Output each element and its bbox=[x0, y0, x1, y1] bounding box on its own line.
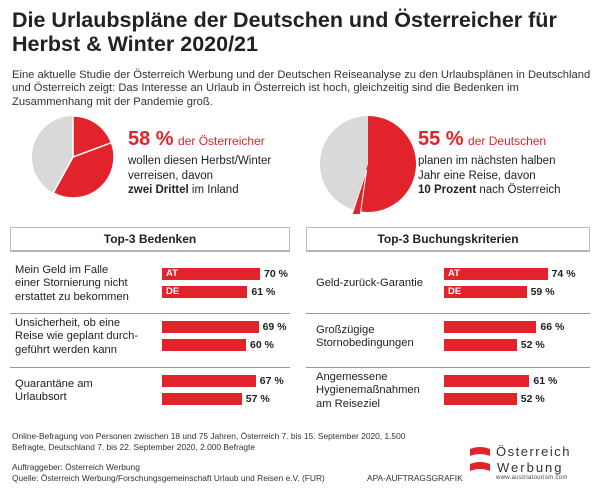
right-bar-value-label: 66 % bbox=[540, 321, 565, 333]
pie-slice-subshare bbox=[52, 141, 115, 199]
pie-germany-bold: 10 Prozent bbox=[418, 184, 477, 196]
pie-austria-tail: im Inland bbox=[191, 184, 239, 196]
right-bar-at bbox=[444, 375, 530, 387]
panel-left-title: Top-3 Bedenken bbox=[10, 227, 290, 250]
right-bar-de bbox=[444, 339, 517, 351]
pie-slice-share bbox=[353, 116, 416, 212]
right-row-label: Geld-zurück-Garantie bbox=[316, 277, 423, 290]
page-title: Die Urlaubspläne der Deutschen und Öster… bbox=[12, 8, 557, 56]
pie-slice-subshare bbox=[351, 169, 368, 214]
left-row-label: Unsicherheit, ob eine Reise wie geplant d… bbox=[15, 316, 139, 356]
pie-austria-bold: zwei Drittel bbox=[128, 184, 189, 196]
intro-text: Eine aktuelle Studie der Österreich Werb… bbox=[12, 69, 591, 108]
panel-right-header: Top-3 Buchungskriterien bbox=[306, 227, 590, 252]
pie-austria-text: wollen diesen Herbst/Winter verreisen, d… bbox=[128, 154, 298, 198]
pie-germany-percent-line: 55 % der Deutschen bbox=[418, 128, 546, 151]
pie-chart-austria bbox=[31, 115, 115, 199]
pie-austria-percent-label: der Österreicher bbox=[178, 134, 265, 148]
left-bar-series-tag: DE bbox=[166, 286, 180, 297]
panel-right-title: Top-3 Buchungskriterien bbox=[306, 227, 590, 250]
left-bar-at: AT bbox=[162, 268, 260, 280]
left-bar-value-label: 61 % bbox=[251, 286, 276, 298]
pie-austria-line1: wollen diesen Herbst/Winter bbox=[128, 155, 272, 167]
pie-germany-tail: nach Österreich bbox=[479, 184, 561, 196]
right-bar-series-tag: AT bbox=[448, 268, 460, 279]
pie-austria-percent-line: 58 % der Österreicher bbox=[128, 128, 265, 151]
graphic-credit: APA-AUFTRAGSGRAFIK bbox=[367, 473, 463, 483]
left-bar-de bbox=[162, 393, 242, 405]
right-bar-value-label: 74 % bbox=[551, 268, 576, 280]
left-bar-value-label: 67 % bbox=[259, 375, 284, 387]
right-bar-value-label: 59 % bbox=[530, 286, 555, 298]
left-bar-value-label: 70 % bbox=[264, 268, 288, 280]
left-bar-value-label: 60 % bbox=[250, 339, 274, 351]
right-row-separator bbox=[306, 367, 590, 368]
left-bar-de: DE bbox=[162, 286, 248, 298]
right-row-label: Großzügige Stornobedingungen bbox=[316, 323, 414, 349]
left-row-separator bbox=[10, 367, 290, 368]
panel-right-underline bbox=[306, 250, 590, 252]
pie-austria-percent: 58 % bbox=[128, 128, 174, 150]
pie-germany-percent: 55 % bbox=[418, 128, 464, 150]
logo-name: Österreich bbox=[496, 444, 571, 459]
client-note: Auftraggeber: Österreich Werbung bbox=[12, 462, 140, 472]
pie-slice-rest bbox=[31, 116, 73, 193]
right-bar-at: AT bbox=[444, 268, 548, 280]
footnote: Online-Befragung von Personen zwischen 1… bbox=[12, 431, 406, 452]
right-row-label: Angemessene Hygienemaßnahmen am Reiseziel bbox=[316, 370, 420, 410]
left-bar-de bbox=[162, 339, 246, 351]
right-bar-value-label: 52 % bbox=[520, 339, 545, 351]
left-bar-value-label: 57 % bbox=[245, 393, 270, 405]
right-bar-at bbox=[444, 321, 537, 333]
logo-url: www.austriatourism.com bbox=[496, 475, 568, 481]
left-bar-at bbox=[162, 375, 256, 387]
right-bar-de: DE bbox=[444, 286, 527, 298]
left-row-label: Quarantäne am Urlaubsort bbox=[15, 377, 93, 403]
panel-left-underline bbox=[10, 250, 290, 252]
pie-germany-line2: Jahr eine Reise, davon bbox=[418, 169, 536, 182]
left-bar-value-label: 69 % bbox=[262, 321, 287, 333]
left-row-separator bbox=[10, 313, 290, 314]
panel-left-header: Top-3 Bedenken bbox=[10, 227, 290, 252]
right-row-separator bbox=[306, 313, 590, 314]
pie-austria-line2: verreisen, davon bbox=[128, 169, 214, 182]
pie-germany-text: planen im nächsten halben Jahr eine Reis… bbox=[418, 154, 593, 198]
pie-germany-percent-label: der Deutschen bbox=[468, 134, 547, 148]
right-bar-value-label: 61 % bbox=[533, 375, 558, 387]
right-bar-value-label: 52 % bbox=[520, 393, 545, 405]
right-bar-de bbox=[444, 393, 517, 405]
pie-germany-line1: planen im nächsten halben bbox=[418, 155, 556, 167]
left-row-label: Mein Geld im Falle einer Stornierung nich… bbox=[15, 263, 129, 303]
pie-chart-germany bbox=[320, 116, 416, 214]
left-bar-at bbox=[162, 321, 259, 333]
right-bar-series-tag: DE bbox=[448, 286, 462, 297]
austria-flag-logo-icon bbox=[470, 447, 490, 471]
logo-subtitle: Werbung bbox=[497, 460, 564, 475]
pie-slice-rest bbox=[320, 116, 368, 210]
left-bar-series-tag: AT bbox=[166, 268, 178, 279]
source-note: Quelle: Österreich Werbung/Forschungsgem… bbox=[12, 473, 325, 483]
